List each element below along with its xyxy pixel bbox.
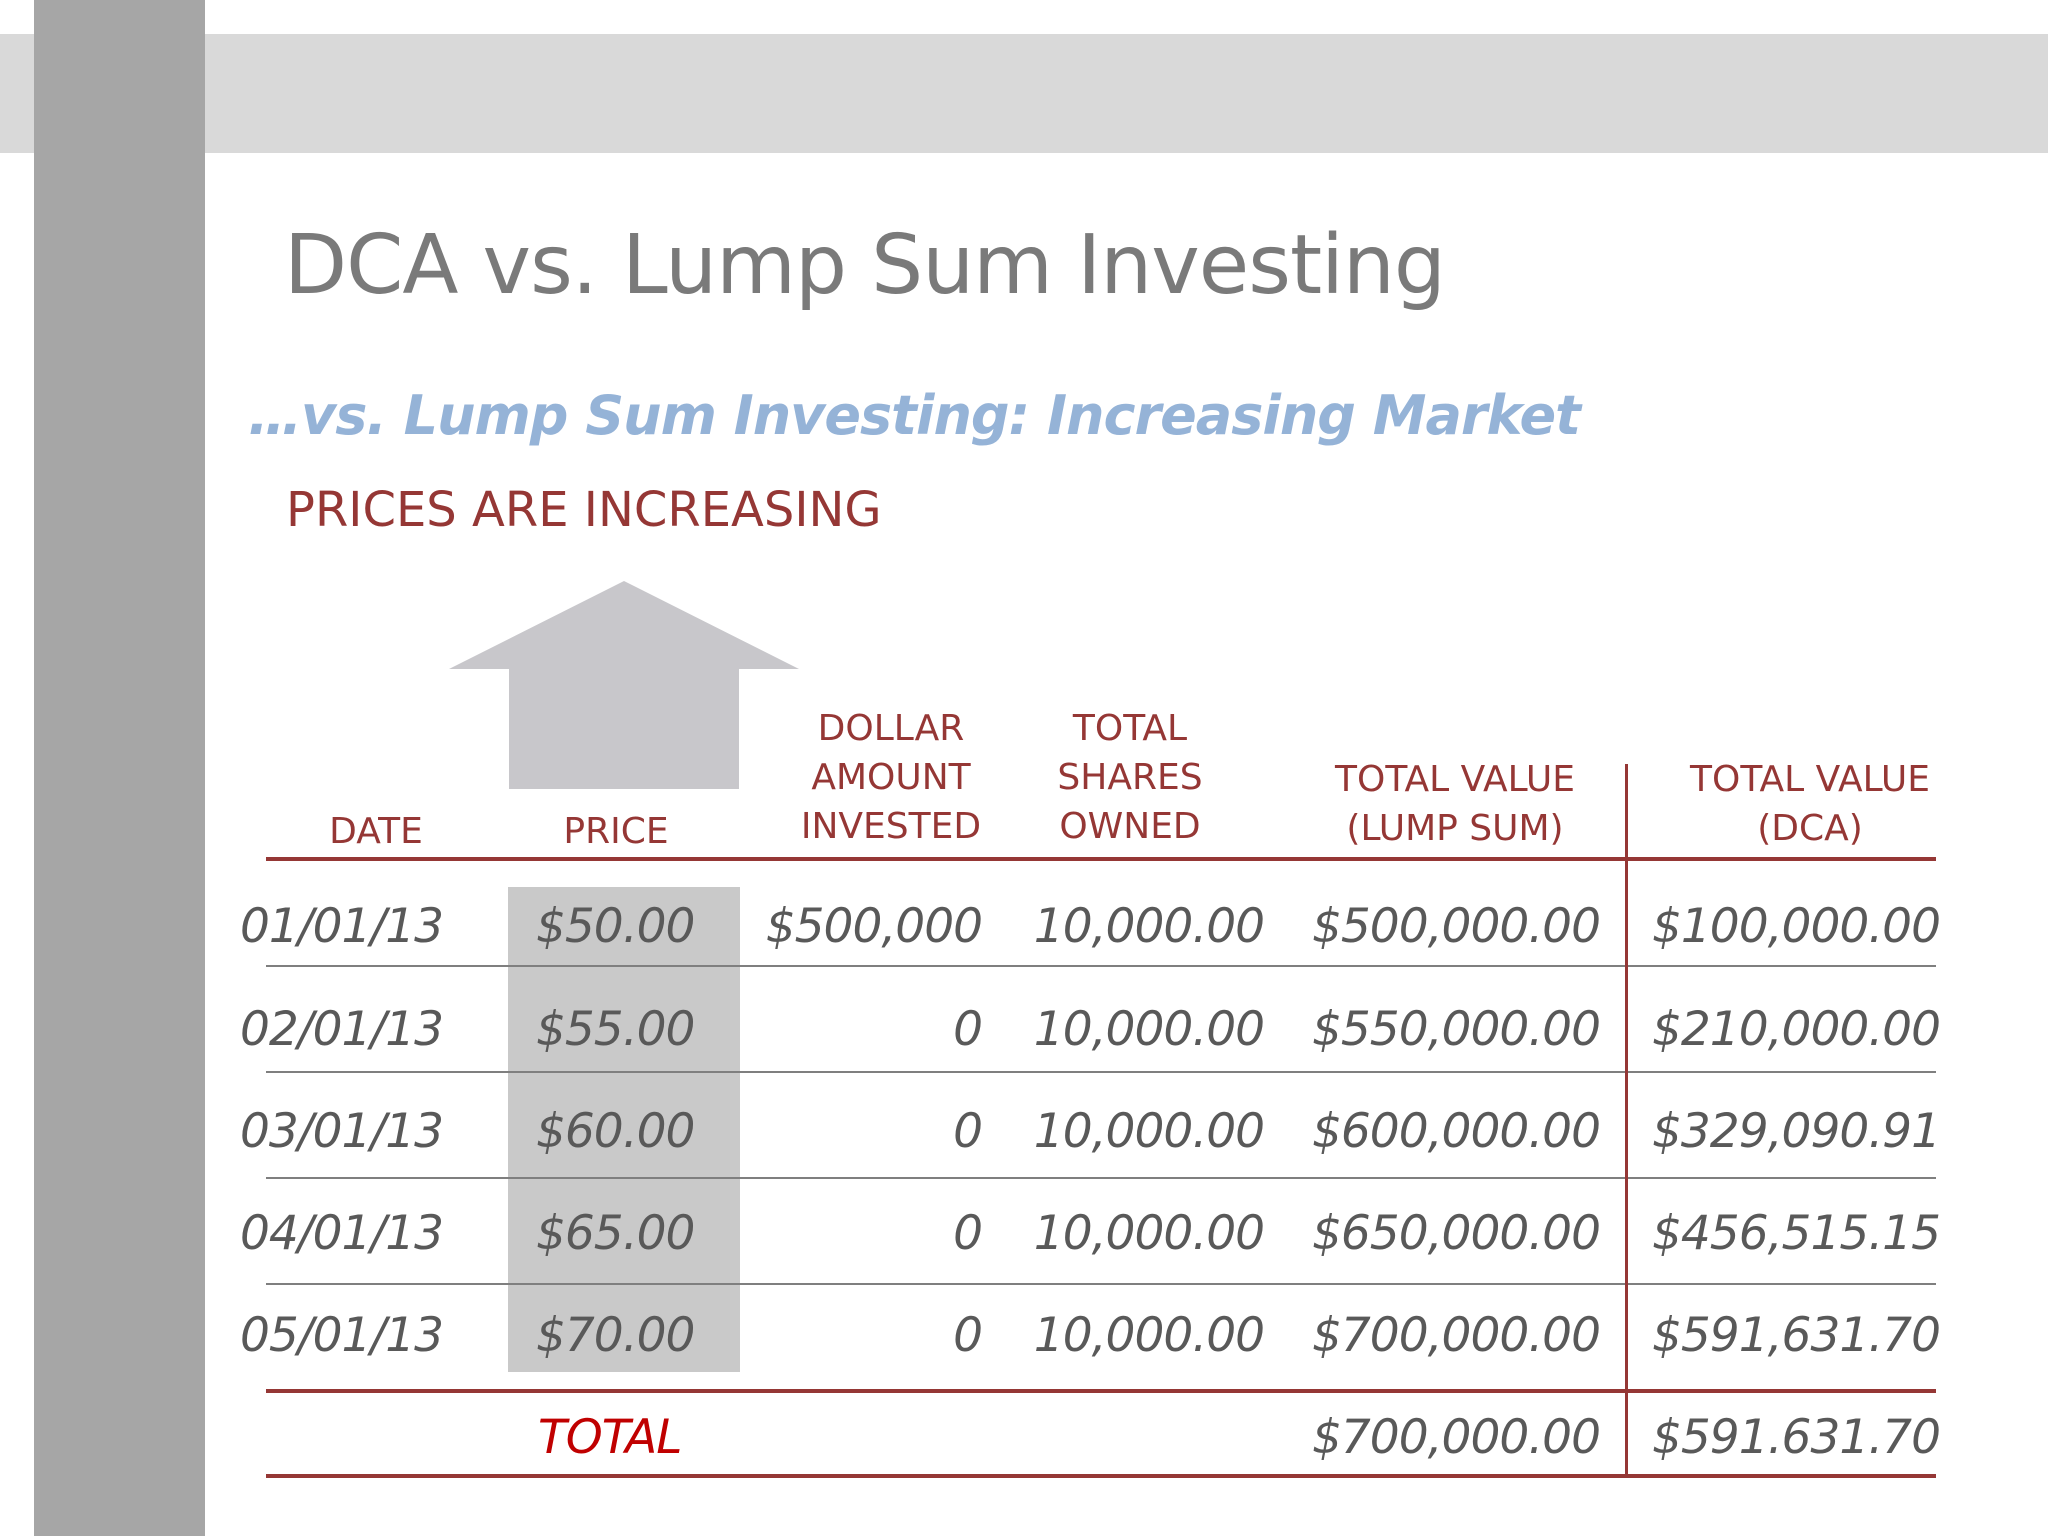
total-rule — [266, 1389, 1936, 1393]
header-band — [0, 34, 2048, 153]
cell-shares: 10,000.00 — [1033, 899, 1265, 954]
cell-dca-value: $210,000.00 — [1651, 1002, 1941, 1057]
bottom-rule — [266, 1474, 1936, 1478]
cell-lump-value: $550,000.00 — [1311, 1002, 1601, 1057]
total-label: TOTAL — [538, 1410, 682, 1465]
slide-title: DCA vs. Lump Sum Investing — [284, 218, 1446, 313]
cell-dca-value: $100,000.00 — [1651, 899, 1941, 954]
row-divider — [266, 1177, 1936, 1179]
cell-lump-value: $500,000.00 — [1311, 899, 1601, 954]
header-date: DATE — [276, 807, 476, 856]
header-line: DATE — [329, 811, 423, 852]
header-rule — [266, 857, 1936, 861]
cell-invested: $500,000 — [765, 899, 983, 954]
header-line: (DCA) — [1757, 808, 1863, 849]
header-invested: DOLLAR AMOUNT INVESTED — [764, 704, 1018, 851]
cell-lump-value: $650,000.00 — [1311, 1206, 1601, 1261]
side-bar — [34, 0, 205, 1536]
price-column-highlight — [508, 887, 740, 1372]
cell-price: $50.00 — [536, 899, 695, 954]
header-line: (LUMP SUM) — [1346, 808, 1564, 849]
total-lump-value: $700,000.00 — [1311, 1410, 1601, 1465]
cell-date: 01/01/13 — [240, 899, 444, 954]
cell-lump-value: $700,000.00 — [1311, 1308, 1601, 1363]
cell-date: 04/01/13 — [240, 1206, 444, 1261]
cell-invested: 0 — [953, 1206, 983, 1261]
row-divider — [266, 1283, 1936, 1285]
header-line: TOTAL VALUE — [1690, 759, 1930, 800]
cell-price: $55.00 — [536, 1002, 695, 1057]
cell-shares: 10,000.00 — [1033, 1002, 1265, 1057]
cell-date: 03/01/13 — [240, 1104, 444, 1159]
slide-subtitle: …vs. Lump Sum Investing: Increasing Mark… — [248, 384, 1581, 447]
header-line: SHARES — [1057, 757, 1203, 798]
cell-dca-value: $456,515.15 — [1651, 1206, 1941, 1261]
cell-date: 02/01/13 — [240, 1002, 444, 1057]
cell-price: $70.00 — [536, 1308, 695, 1363]
cell-lump-value: $600,000.00 — [1311, 1104, 1601, 1159]
cell-price: $60.00 — [536, 1104, 695, 1159]
header-dca: TOTAL VALUE (DCA) — [1650, 755, 1970, 853]
up-arrow-icon — [449, 581, 799, 789]
column-separator — [1625, 764, 1628, 1478]
header-line: DOLLAR — [817, 708, 965, 749]
cell-date: 05/01/13 — [240, 1308, 444, 1363]
header-line: TOTAL VALUE — [1335, 759, 1575, 800]
cell-shares: 10,000.00 — [1033, 1206, 1265, 1261]
row-divider — [266, 965, 1936, 967]
cell-dca-value: $591,631.70 — [1651, 1308, 1941, 1363]
cell-invested: 0 — [953, 1104, 983, 1159]
trend-label: PRICES ARE INCREASING — [286, 482, 882, 538]
header-line: PRICE — [563, 811, 669, 852]
header-line: AMOUNT — [811, 757, 971, 798]
header-lump: TOTAL VALUE (LUMP SUM) — [1290, 755, 1620, 853]
cell-price: $65.00 — [536, 1206, 695, 1261]
cell-invested: 0 — [953, 1002, 983, 1057]
header-price: PRICE — [516, 807, 716, 856]
total-dca-value: $591.631.70 — [1651, 1410, 1941, 1465]
header-line: OWNED — [1059, 806, 1201, 847]
header-line: TOTAL — [1072, 708, 1188, 749]
header-line: INVESTED — [800, 806, 982, 847]
header-shares: TOTAL SHARES OWNED — [1020, 704, 1240, 851]
cell-dca-value: $329,090.91 — [1651, 1104, 1941, 1159]
cell-shares: 10,000.00 — [1033, 1104, 1265, 1159]
cell-shares: 10,000.00 — [1033, 1308, 1265, 1363]
cell-invested: 0 — [953, 1308, 983, 1363]
row-divider — [266, 1071, 1936, 1073]
